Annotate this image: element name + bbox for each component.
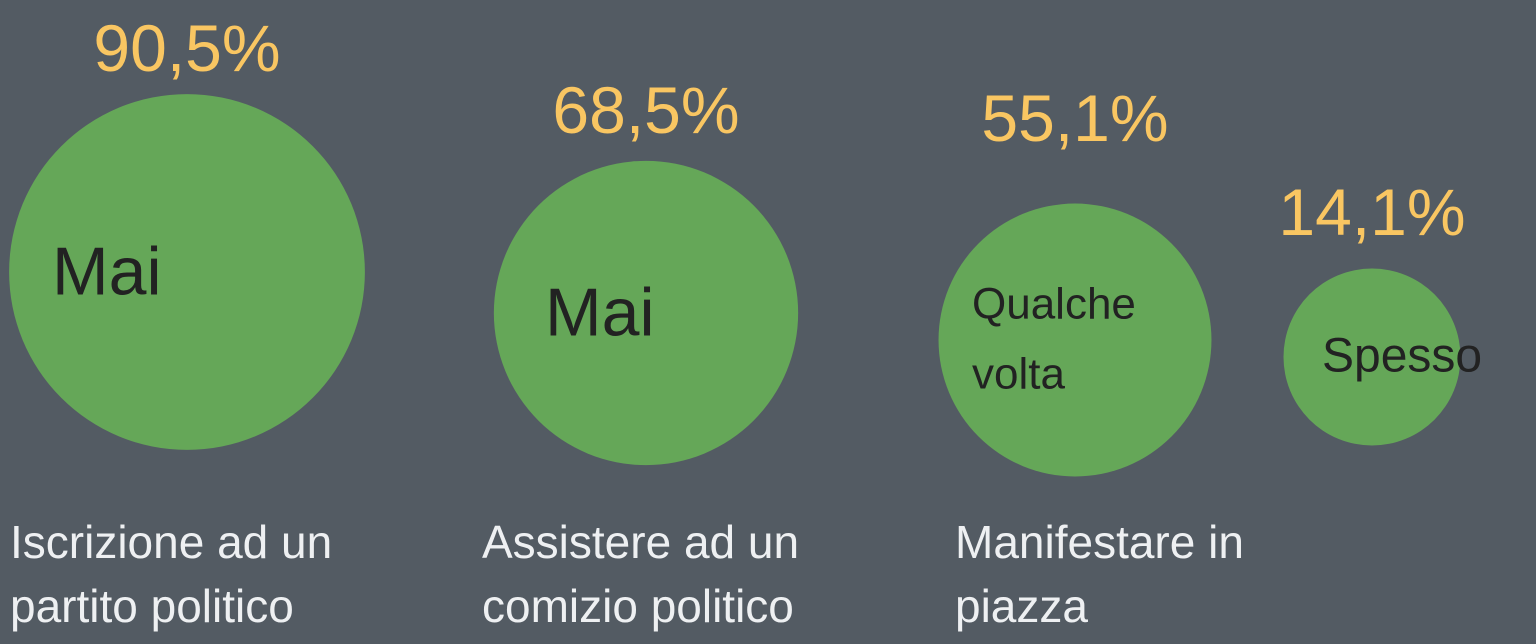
bubble [1283,268,1461,446]
value-label: 68,5% [552,73,740,147]
value-label: 90,5% [93,11,281,85]
value-label: 55,1% [981,81,1169,155]
value-label: 14,1% [1278,175,1466,249]
bubble [938,203,1212,477]
group-label: Manifestare in piazza [955,516,1244,632]
group-label: Assistere ad un comizio politico [482,516,800,632]
bubble-label: Qualche volta [972,279,1136,399]
group-label: Iscrizione ad un partito politico [10,516,333,632]
bubble-label: Spesso [1322,329,1483,383]
bubble-label: Mai [52,233,162,310]
bubble [9,94,365,450]
bubble [493,160,799,466]
bubble-label: Mai [545,274,655,351]
